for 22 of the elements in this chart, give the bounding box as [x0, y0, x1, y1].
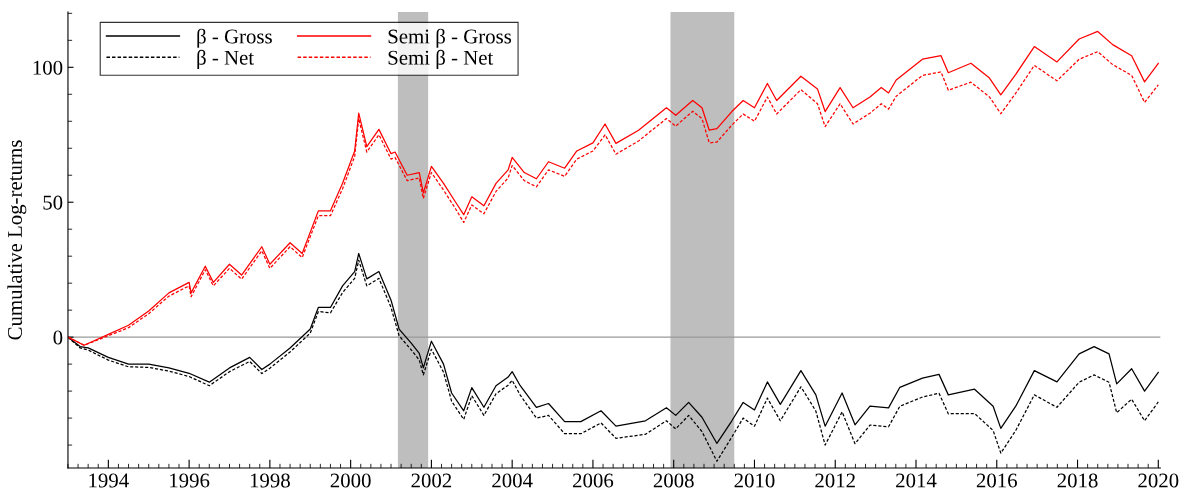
- legend-label: Semi β - Gross: [388, 28, 512, 48]
- x-tick-label: 2012: [815, 473, 855, 488]
- x-tick-label: 2004: [492, 473, 533, 488]
- y-tick-label: 50: [43, 195, 63, 210]
- x-tick-label: 2000: [330, 473, 371, 488]
- legend-label: β - Gross: [197, 28, 272, 48]
- x-tick-label: 2002: [411, 473, 452, 488]
- x-tick-label: 1998: [250, 473, 290, 488]
- x-tick-label: 2008: [653, 473, 694, 488]
- y-tick-label: 100: [33, 60, 63, 75]
- legend-label: β - Net: [197, 49, 254, 69]
- y-axis-title: Cumulative Log-returns: [7, 140, 27, 340]
- x-tick-label: 2010: [734, 473, 775, 488]
- x-tick-label: 2014: [896, 473, 937, 488]
- legend-label: Semi β - Net: [388, 49, 494, 69]
- x-tick-label: 2018: [1057, 473, 1098, 488]
- x-tick-label: 1996: [170, 473, 210, 488]
- x-tick-label: 2016: [976, 473, 1017, 488]
- x-tick-label: 2006: [573, 473, 614, 488]
- y-tick-label: 0: [53, 330, 63, 345]
- x-tick-label: 1994: [89, 473, 129, 488]
- x-tick-label: 2020: [1138, 473, 1179, 488]
